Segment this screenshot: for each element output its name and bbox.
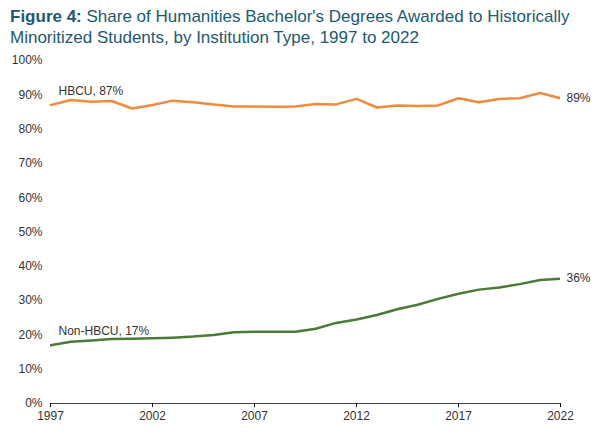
svg-text:90%: 90%: [18, 88, 42, 102]
svg-text:80%: 80%: [18, 122, 42, 136]
svg-text:2012: 2012: [343, 409, 370, 423]
svg-text:0%: 0%: [25, 396, 43, 411]
svg-text:20%: 20%: [18, 328, 42, 342]
svg-text:Non-HBCU, 17%: Non-HBCU, 17%: [59, 324, 150, 338]
html-text:Figure 4: Share of Humanities: Figure 4: Share of Humanities Bachelor's…: [10, 7, 570, 47]
svg-text:50%: 50%: [18, 225, 42, 239]
svg-text:2002: 2002: [139, 409, 166, 423]
svg-text:36%: 36%: [567, 271, 591, 285]
svg-text:10%: 10%: [18, 362, 42, 376]
svg-text:89%: 89%: [567, 91, 591, 105]
svg-text:40%: 40%: [18, 259, 42, 273]
svg-text:HBCU, 87%: HBCU, 87%: [59, 84, 124, 98]
svg-text:2022: 2022: [547, 409, 574, 423]
svg-text:30%: 30%: [18, 293, 42, 307]
svg-text:2007: 2007: [241, 409, 268, 423]
svg-text:1997: 1997: [37, 409, 64, 423]
svg-text:100%: 100%: [12, 53, 43, 67]
svg-text:70%: 70%: [18, 156, 42, 170]
svg-text:60%: 60%: [18, 191, 42, 205]
svg-text:2017: 2017: [445, 409, 472, 423]
